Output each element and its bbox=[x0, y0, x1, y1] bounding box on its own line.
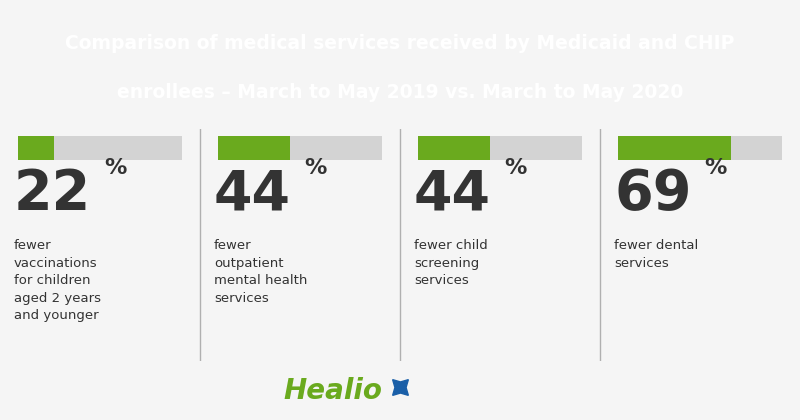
Bar bbox=[54, 136, 182, 160]
Bar bbox=[18, 136, 54, 160]
Text: 44: 44 bbox=[214, 167, 291, 221]
Bar bbox=[218, 136, 290, 160]
Bar bbox=[731, 136, 782, 160]
Text: 44: 44 bbox=[414, 167, 491, 221]
Bar bbox=[418, 136, 490, 160]
Text: Healio: Healio bbox=[283, 377, 382, 404]
Text: %: % bbox=[504, 158, 526, 178]
Text: fewer child
screening
services: fewer child screening services bbox=[414, 239, 488, 287]
Text: %: % bbox=[704, 158, 726, 178]
Bar bbox=[618, 136, 731, 160]
Text: Comparison of medical services received by Medicaid and CHIP: Comparison of medical services received … bbox=[66, 34, 734, 53]
Text: %: % bbox=[304, 158, 326, 178]
Text: fewer dental
services: fewer dental services bbox=[614, 239, 698, 270]
Bar bbox=[290, 136, 382, 160]
Text: fewer
outpatient
mental health
services: fewer outpatient mental health services bbox=[214, 239, 307, 305]
Text: enrollees – March to May 2019 vs. March to May 2020: enrollees – March to May 2019 vs. March … bbox=[117, 84, 683, 102]
Text: 69: 69 bbox=[614, 167, 691, 221]
Text: %: % bbox=[104, 158, 126, 178]
Bar bbox=[490, 136, 582, 160]
Text: 22: 22 bbox=[14, 167, 91, 221]
Text: fewer
vaccinations
for children
aged 2 years
and younger: fewer vaccinations for children aged 2 y… bbox=[14, 239, 101, 322]
